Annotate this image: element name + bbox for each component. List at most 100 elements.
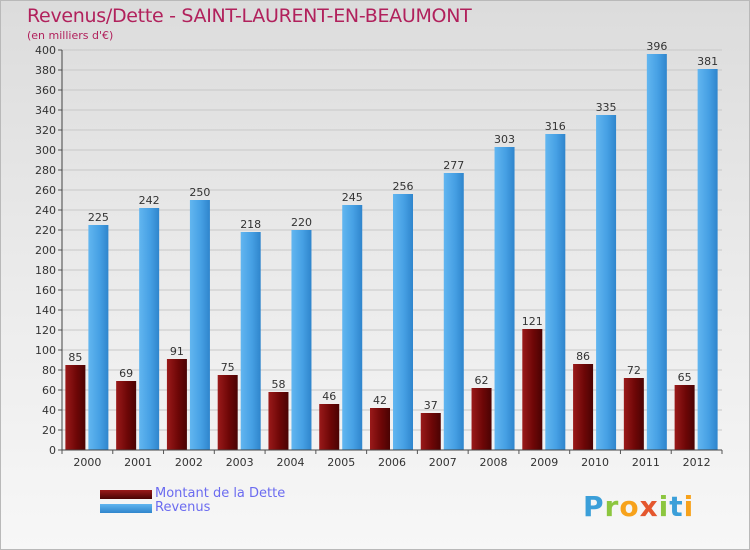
bar-debt (674, 385, 695, 450)
bar-revenue (443, 173, 464, 450)
x-tick-label: 2008 (480, 456, 508, 469)
bar-debt (166, 359, 187, 450)
data-label-revenue: 303 (494, 133, 515, 146)
x-tick-label: 2003 (226, 456, 254, 469)
x-tick-label: 2010 (581, 456, 609, 469)
x-tick-label: 2001 (124, 456, 152, 469)
logo-letter: o (619, 490, 640, 523)
chart-subtitle: (en milliers d'€) (27, 29, 114, 42)
bar-debt (522, 329, 543, 450)
data-label-revenue: 335 (596, 101, 617, 114)
y-tick-label: 120 (35, 324, 56, 337)
bar-debt (268, 392, 289, 450)
data-label-debt: 42 (373, 394, 387, 407)
data-label-revenue: 277 (443, 159, 464, 172)
data-label-revenue: 316 (545, 120, 566, 133)
x-tick-label: 2011 (632, 456, 660, 469)
data-label-revenue: 225 (88, 211, 109, 224)
y-tick-label: 340 (35, 104, 56, 117)
legend-label-debt: Montant de la Dette (155, 486, 286, 501)
data-label-debt: 37 (424, 399, 438, 412)
bar-debt (217, 375, 238, 450)
bar-debt (573, 364, 594, 450)
legend-swatch-revenue (100, 504, 152, 513)
y-tick-label: 80 (42, 364, 56, 377)
logo-letter: P (583, 490, 605, 523)
data-label-debt: 85 (68, 351, 82, 364)
data-label-revenue: 242 (139, 194, 160, 207)
data-label-debt: 65 (678, 371, 692, 384)
data-label-debt: 75 (221, 361, 235, 374)
bar-debt (65, 365, 86, 450)
logo-letter: i (658, 490, 670, 523)
bar-debt (623, 378, 644, 450)
data-label-revenue: 396 (646, 40, 667, 53)
logo-letter: t (669, 490, 684, 523)
bar-revenue (88, 225, 109, 450)
logo-letter: i (683, 490, 695, 523)
data-label-debt: 86 (576, 350, 590, 363)
y-tick-label: 180 (35, 264, 56, 277)
y-tick-label: 320 (35, 124, 56, 137)
y-tick-label: 200 (35, 244, 56, 257)
bar-revenue (393, 194, 413, 450)
y-tick-label: 300 (35, 144, 56, 157)
y-tick-label: 60 (42, 384, 56, 397)
data-label-debt: 46 (322, 390, 336, 403)
y-tick-label: 240 (35, 204, 56, 217)
data-label-debt: 58 (271, 378, 285, 391)
data-label-debt: 62 (475, 374, 489, 387)
data-label-revenue: 256 (393, 180, 414, 193)
data-label-revenue: 381 (697, 55, 718, 68)
bar-revenue (697, 69, 718, 450)
x-tick-label: 2002 (175, 456, 203, 469)
y-tick-label: 0 (49, 444, 56, 457)
y-tick-label: 40 (42, 404, 56, 417)
bar-revenue (545, 134, 566, 450)
bar-debt (420, 413, 441, 450)
data-label-revenue: 250 (189, 186, 210, 199)
bar-debt (471, 388, 492, 450)
x-tick-label: 2006 (378, 456, 406, 469)
data-label-debt: 121 (522, 315, 543, 328)
x-tick-label: 2005 (327, 456, 355, 469)
y-tick-label: 20 (42, 424, 56, 437)
legend-swatch-debt (100, 490, 152, 499)
bar-revenue (342, 205, 363, 450)
legend-label-revenue: Revenus (155, 500, 211, 515)
bar-debt (319, 404, 340, 450)
y-tick-label: 400 (35, 44, 56, 57)
logo-letter: x (639, 490, 659, 523)
y-tick-label: 380 (35, 64, 56, 77)
data-label-debt: 91 (170, 345, 184, 358)
proxiti-logo: Proxiti (583, 490, 694, 523)
bar-revenue (494, 147, 515, 450)
bar-revenue (139, 208, 160, 450)
bar-revenue (240, 232, 261, 450)
y-tick-label: 260 (35, 184, 56, 197)
x-tick-label: 2004 (276, 456, 304, 469)
y-tick-label: 100 (35, 344, 56, 357)
bar-debt (116, 381, 137, 450)
bar-revenue (291, 230, 312, 450)
bar-revenue (646, 54, 667, 450)
bar-revenue (189, 200, 210, 450)
data-label-revenue: 218 (240, 218, 261, 231)
x-tick-label: 2012 (683, 456, 711, 469)
bar-debt (370, 408, 390, 450)
y-tick-label: 360 (35, 84, 56, 97)
y-tick-label: 220 (35, 224, 56, 237)
data-label-debt: 69 (119, 367, 133, 380)
x-tick-label: 2000 (73, 456, 101, 469)
bar-revenue (596, 115, 617, 450)
x-tick-label: 2007 (429, 456, 457, 469)
x-tick-label: 2009 (530, 456, 558, 469)
y-tick-label: 160 (35, 284, 56, 297)
data-label-debt: 72 (627, 364, 641, 377)
y-tick-label: 140 (35, 304, 56, 317)
y-tick-label: 280 (35, 164, 56, 177)
logo-letter: r (604, 490, 620, 523)
data-label-revenue: 245 (342, 191, 363, 204)
